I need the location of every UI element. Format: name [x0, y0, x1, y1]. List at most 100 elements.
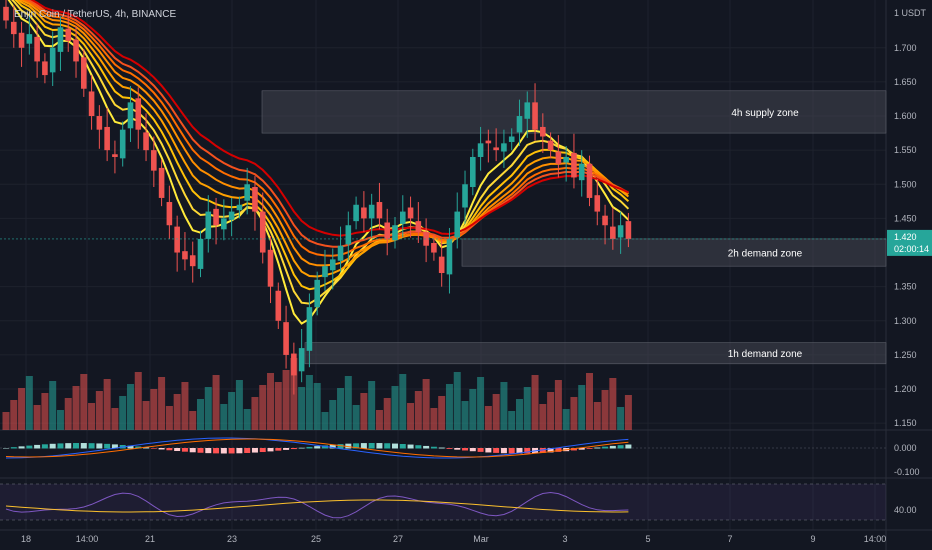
- candle-body[interactable]: [361, 207, 367, 219]
- volume-bar: [344, 376, 352, 430]
- candle-body[interactable]: [127, 102, 134, 129]
- candle-body[interactable]: [617, 225, 624, 238]
- price-tick-label: 1.450: [894, 213, 917, 223]
- candle-body[interactable]: [306, 307, 313, 351]
- volume-bar: [399, 374, 407, 430]
- candle-body[interactable]: [524, 102, 531, 119]
- candle-body[interactable]: [501, 143, 507, 152]
- candle-body[interactable]: [81, 57, 87, 89]
- candle-body[interactable]: [431, 242, 437, 253]
- candle-body[interactable]: [244, 184, 250, 201]
- candle-body[interactable]: [586, 163, 593, 198]
- candle-body[interactable]: [470, 156, 476, 188]
- candle-body[interactable]: [516, 116, 523, 133]
- candle-body[interactable]: [399, 211, 406, 224]
- candle-body[interactable]: [112, 154, 118, 157]
- candle-body[interactable]: [540, 126, 546, 137]
- time-tick-label: 14:00: [864, 534, 887, 544]
- candle-body[interactable]: [625, 221, 632, 239]
- time-axis[interactable]: 18 14:00 21 23 25 27 Mar 3 5 7 9 14:00: [21, 534, 886, 544]
- candle-body[interactable]: [571, 152, 577, 178]
- candle-body[interactable]: [205, 211, 212, 239]
- candle-body[interactable]: [49, 47, 56, 73]
- candles-layer[interactable]: [3, 0, 632, 395]
- candle-body[interactable]: [18, 32, 25, 48]
- macd-histogram-bar: [275, 448, 282, 451]
- candle-body[interactable]: [158, 167, 165, 198]
- candle-body[interactable]: [42, 61, 48, 76]
- candle-body[interactable]: [197, 238, 204, 269]
- candle-body[interactable]: [415, 221, 422, 233]
- candle-body[interactable]: [96, 116, 103, 130]
- candle-body[interactable]: [275, 290, 282, 321]
- macd-histogram-bar: [259, 448, 266, 453]
- candle-body[interactable]: [547, 140, 554, 151]
- candle-body[interactable]: [322, 266, 328, 278]
- candle-body[interactable]: [314, 279, 320, 308]
- candle-body[interactable]: [283, 322, 289, 355]
- current-price-tag[interactable]: [887, 229, 932, 256]
- candle-body[interactable]: [252, 187, 258, 212]
- candle-body[interactable]: [174, 226, 180, 253]
- macd-histogram-bar: [477, 448, 484, 452]
- candle-body[interactable]: [477, 143, 484, 157]
- candle-body[interactable]: [462, 184, 468, 208]
- candle-body[interactable]: [104, 126, 110, 151]
- candle-body[interactable]: [189, 255, 196, 267]
- candle-body[interactable]: [392, 225, 398, 241]
- candle-body[interactable]: [454, 211, 461, 238]
- candle-body[interactable]: [221, 218, 227, 230]
- price-axis[interactable]: 1 USDT 1.700 1.650 1.600 1.550 1.500 1.450 1.35…: [0, 8, 932, 515]
- candle-body[interactable]: [368, 204, 375, 219]
- candle-body[interactable]: [485, 140, 492, 144]
- candle-body[interactable]: [298, 348, 305, 372]
- candle-body[interactable]: [563, 156, 569, 163]
- price-tick-label: 1.500: [894, 179, 917, 189]
- candle-body[interactable]: [532, 102, 538, 130]
- candle-body[interactable]: [610, 226, 616, 239]
- candle-body[interactable]: [73, 39, 79, 62]
- candle-body[interactable]: [602, 215, 608, 226]
- candle-body[interactable]: [166, 202, 173, 226]
- candle-body[interactable]: [213, 208, 219, 226]
- candle-body[interactable]: [135, 98, 142, 130]
- candle-body[interactable]: [493, 147, 499, 151]
- candle-body[interactable]: [376, 202, 383, 219]
- candle-body[interactable]: [438, 256, 445, 274]
- candle-body[interactable]: [259, 211, 266, 253]
- macd-histogram-bar: [283, 448, 290, 450]
- volume-bar: [578, 385, 586, 430]
- candle-body[interactable]: [119, 129, 126, 159]
- candle-body[interactable]: [345, 225, 352, 245]
- candle-body[interactable]: [329, 259, 336, 271]
- macd-histogram-bar: [360, 443, 367, 449]
- candle-body[interactable]: [337, 245, 344, 261]
- candle-body[interactable]: [65, 28, 72, 41]
- candle-body[interactable]: [228, 211, 235, 220]
- candle-body[interactable]: [555, 151, 562, 164]
- candle-body[interactable]: [143, 132, 149, 151]
- candle-body[interactable]: [578, 163, 585, 181]
- candle-body[interactable]: [236, 204, 243, 211]
- candle-body[interactable]: [10, 21, 17, 35]
- candle-body[interactable]: [3, 6, 9, 21]
- volume-bar: [601, 390, 609, 430]
- candle-body[interactable]: [151, 150, 157, 171]
- candle-body[interactable]: [594, 195, 601, 212]
- candle-body[interactable]: [267, 249, 274, 287]
- candle-body[interactable]: [88, 91, 95, 117]
- candle-body[interactable]: [291, 353, 297, 376]
- macd-histogram-bar: [298, 447, 305, 449]
- candle-body[interactable]: [384, 222, 391, 239]
- candle-body[interactable]: [508, 136, 515, 142]
- candle-body[interactable]: [182, 251, 188, 260]
- candle-body[interactable]: [446, 238, 453, 275]
- candle-body[interactable]: [34, 36, 40, 62]
- candle-body[interactable]: [407, 207, 414, 219]
- candle-body[interactable]: [423, 232, 429, 246]
- candle-body[interactable]: [353, 204, 359, 222]
- volume-bar: [204, 387, 212, 430]
- candle-body[interactable]: [26, 34, 33, 44]
- candle-body[interactable]: [57, 27, 64, 52]
